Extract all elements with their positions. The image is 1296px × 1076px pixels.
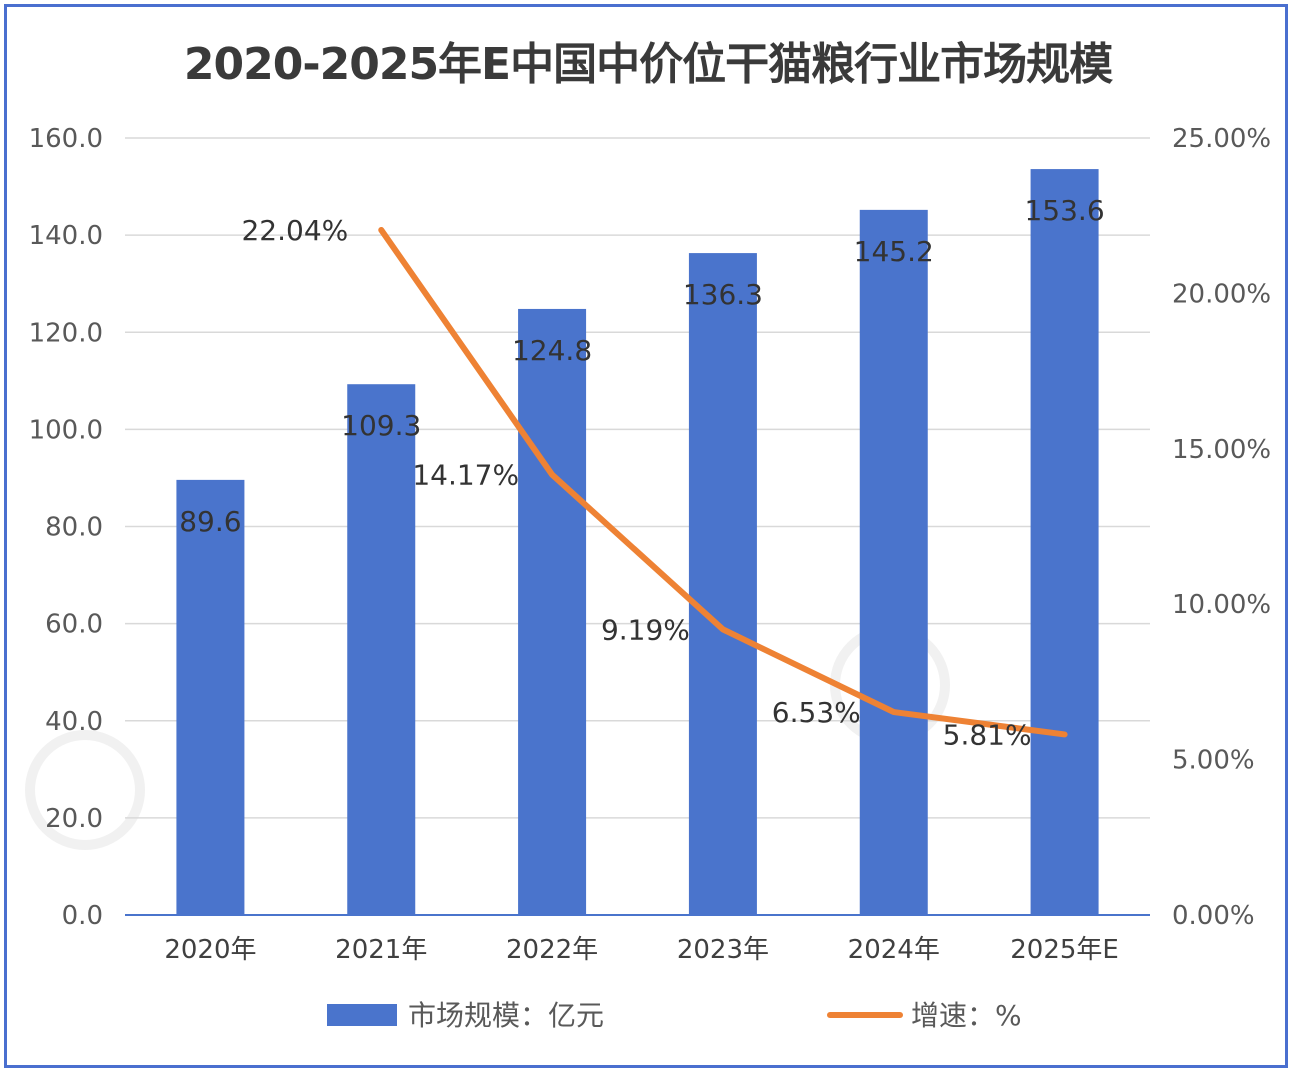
- bar-data-label: 145.2: [854, 235, 934, 268]
- bar: [1030, 169, 1099, 915]
- y-right-tick-label: 0.00%: [1172, 901, 1255, 931]
- y-left-tick-label: 160.0: [29, 124, 103, 154]
- y-left-tick-label: 40.0: [45, 707, 103, 737]
- line-data-label: 5.81%: [943, 718, 1032, 751]
- bar: [176, 479, 245, 915]
- line-data-label: 9.19%: [601, 613, 690, 646]
- legend-line-label: 增速：%: [911, 999, 1022, 1032]
- bar: [688, 253, 757, 915]
- bar-data-label: 153.6: [1024, 194, 1104, 227]
- watermark-layer: [25, 625, 950, 850]
- bar: [347, 384, 416, 915]
- x-tick-label: 2021年: [335, 935, 427, 965]
- y-left-tick-label: 60.0: [45, 610, 103, 640]
- watermark-logo-icon: [25, 730, 145, 850]
- chart-title: 2020-2025年E中国中价位干猫粮行业市场规模: [183, 39, 1113, 90]
- x-tick-label: 2023年: [677, 935, 769, 965]
- x-tick-label: 2025年E: [1010, 935, 1119, 965]
- bar-data-label: 136.3: [683, 278, 763, 311]
- y-left-tick-label: 80.0: [45, 513, 103, 543]
- legend-bar-label: 市场规模：亿元: [408, 999, 604, 1032]
- growth-line: [378, 226, 1068, 738]
- line-data-label: 6.53%: [772, 696, 861, 729]
- y-left-tick-label: 140.0: [29, 221, 103, 251]
- bar-data-label: 124.8: [512, 334, 592, 367]
- x-tick-label: 2022年: [506, 935, 598, 965]
- y-right-tick-label: 5.00%: [1172, 746, 1255, 776]
- y-left-tick-label: 100.0: [29, 415, 103, 445]
- y-left-tick-label: 20.0: [45, 804, 103, 834]
- bar-data-label: 109.3: [341, 409, 421, 442]
- line-data-label: 22.04%: [241, 214, 348, 247]
- x-tick-label: 2024年: [848, 935, 940, 965]
- legend-bar-swatch: [327, 1004, 397, 1026]
- bar: [859, 209, 928, 915]
- y-right-tick-label: 25.00%: [1172, 124, 1271, 154]
- y-right-tick-label: 10.00%: [1172, 590, 1271, 620]
- y-right-tick-label: 20.00%: [1172, 279, 1271, 309]
- y-right-tick-label: 15.00%: [1172, 435, 1271, 465]
- y-left-tick-label: 0.0: [62, 901, 103, 931]
- bar-data-label: 89.6: [179, 505, 241, 538]
- x-tick-label: 2020年: [164, 935, 256, 965]
- y-left-tick-label: 120.0: [29, 318, 103, 348]
- bar: [518, 308, 587, 915]
- line-data-label: 14.17%: [412, 459, 519, 492]
